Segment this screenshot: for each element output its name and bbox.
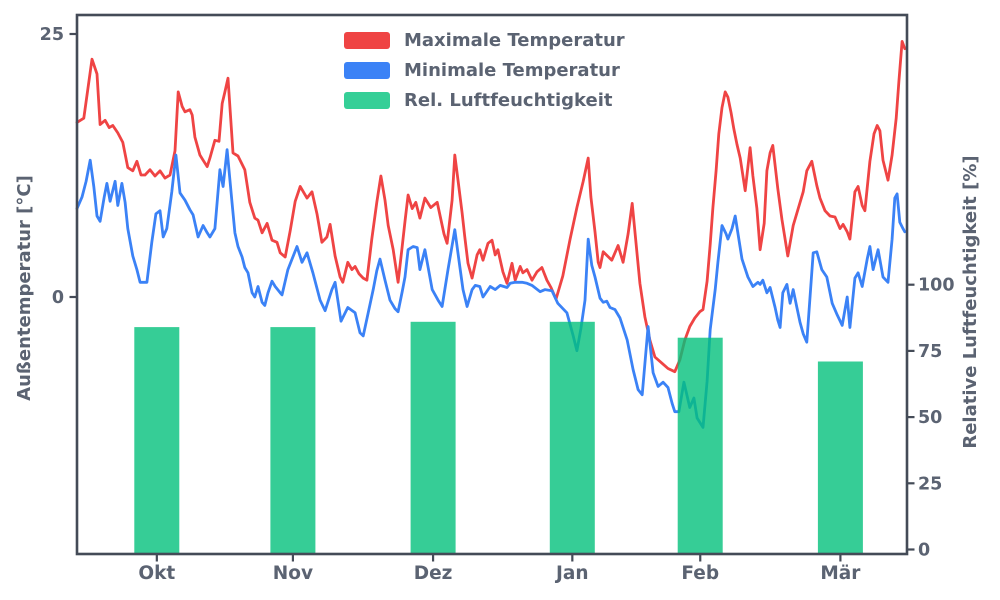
humidity-bar [817,361,863,554]
humidity-bar [410,321,456,554]
x-tick-label: Feb [681,563,719,584]
tick-labels: 0 25 0 25 50 75 100 Okt Nov Dez Jan Feb Mär [40,25,955,584]
legend-swatch-icon [344,92,390,109]
humidity-bar [270,327,316,554]
legend-label: Minimale Temperatur [404,60,620,81]
tmax-line [75,40,907,374]
right-tick-label: 0 [918,541,930,561]
plot-border [75,13,909,556]
legend-item: Maximale Temperatur [344,30,625,51]
legend-label: Rel. Luftfeuchtigkeit [404,90,613,111]
right-tick-label: 75 [918,342,942,362]
right-tick-label: 25 [918,474,942,494]
x-tick-label: Mär [820,563,861,584]
legend-label: Maximale Temperatur [404,30,625,51]
temperature-lines [75,40,907,429]
x-tick-label: Jan [554,563,589,584]
x-tick-label: Okt [138,563,175,584]
legend-item: Rel. Luftfeuchtigkeit [344,90,625,111]
legend-item: Minimale Temperatur [344,60,625,81]
axis-ticks [69,32,915,562]
x-tick-label: Dez [414,563,453,584]
humidity-bar [549,321,595,554]
humidity-bars [134,321,863,554]
right-tick-label: 100 [918,276,955,296]
tmin-line [75,148,907,429]
x-tick-label: Nov [273,563,313,584]
legend-swatch-icon [344,62,390,79]
humidity-bar [134,327,180,554]
right-tick-label: 50 [918,408,942,428]
legend: Maximale Temperatur Minimale Temperatur Re… [344,30,625,111]
legend-swatch-icon [344,32,390,49]
left-tick-label: 0 [52,288,64,308]
humidity-bar [677,337,723,554]
left-tick-label: 25 [40,25,64,45]
